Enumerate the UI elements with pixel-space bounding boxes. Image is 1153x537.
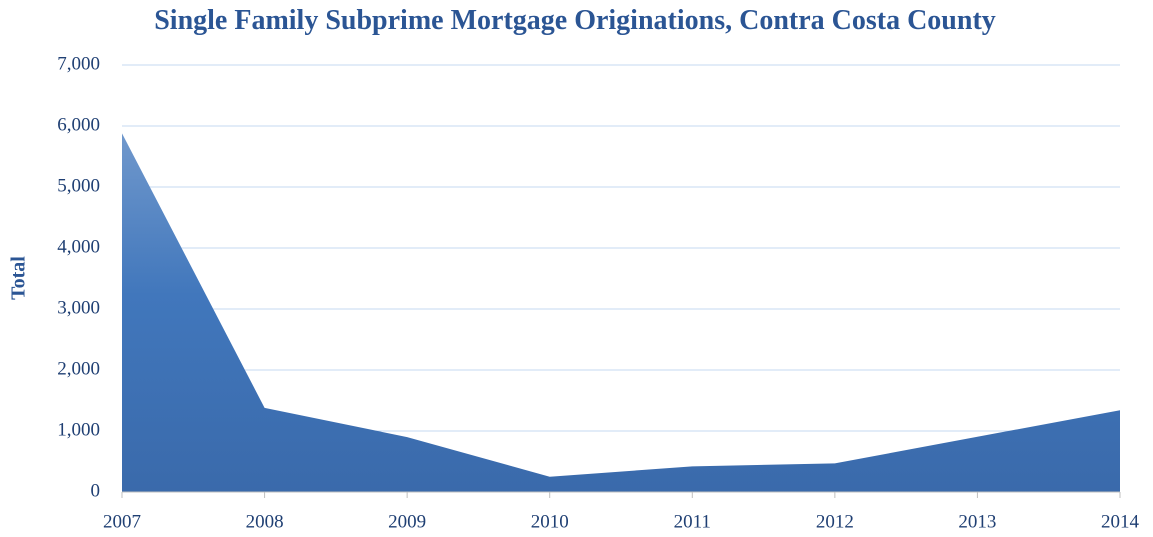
y-tick-label: 6,000 (57, 114, 100, 135)
y-tick-label: 7,000 (57, 53, 100, 74)
y-tick-label: 4,000 (57, 236, 100, 257)
y-tick-label: 3,000 (57, 297, 100, 318)
y-tick-label: 0 (91, 480, 101, 501)
x-tick-label: 2007 (103, 511, 141, 532)
x-tick-label: 2011 (674, 511, 711, 532)
x-tick-label: 2008 (246, 511, 284, 532)
chart-title: Single Family Subprime Mortgage Originat… (154, 5, 996, 36)
y-axis-label: Total (8, 256, 30, 300)
x-tick-label: 2013 (958, 511, 996, 532)
y-tick-label: 1,000 (57, 419, 100, 440)
y-tick-label: 5,000 (57, 175, 100, 196)
x-tick-label: 2014 (1101, 511, 1140, 532)
x-tick-label: 2010 (531, 511, 569, 532)
x-tick-label: 2009 (388, 511, 426, 532)
x-tick-label: 2012 (816, 511, 854, 532)
area (122, 133, 1120, 492)
y-tick-label: 2,000 (57, 358, 100, 379)
